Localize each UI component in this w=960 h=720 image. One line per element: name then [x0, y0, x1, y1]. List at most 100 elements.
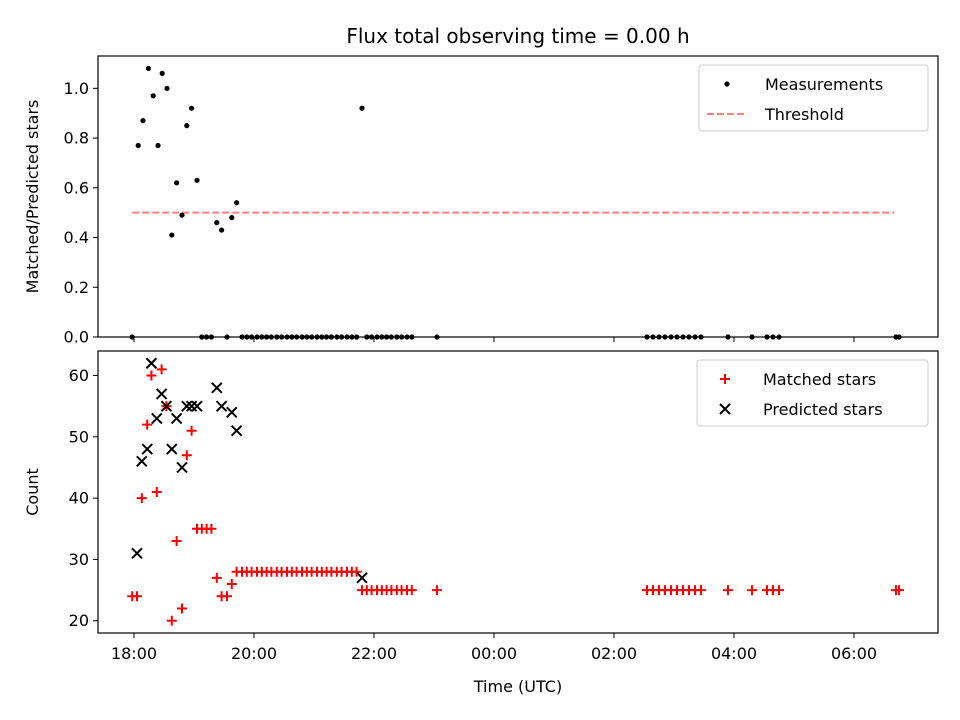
matched-point [166, 615, 177, 626]
matched-point [774, 585, 784, 596]
predicted-point [215, 400, 228, 412]
y-tick-label: 20 [69, 611, 89, 630]
measurement-point [764, 334, 770, 340]
legend-marker-matched [720, 374, 730, 384]
measurement-point [388, 334, 394, 340]
x-tick-label: 00:00 [471, 644, 517, 663]
measurement-point [140, 118, 146, 124]
measurement-point [169, 232, 175, 238]
x-axis-label: Time (UTC) [473, 677, 562, 696]
legend-box [696, 359, 929, 427]
measurement-point [394, 334, 400, 340]
matched-point [432, 585, 442, 596]
y-tick-label: 30 [69, 550, 89, 569]
panel-2-frame [97, 350, 939, 634]
measurement-point [374, 334, 380, 340]
y-tick-label: 60 [69, 366, 89, 385]
matched-point [132, 591, 142, 602]
matched-point [156, 364, 167, 375]
predicted-point [226, 406, 238, 419]
matched-point [723, 585, 733, 596]
legend-1: Measurements Threshold [698, 64, 929, 132]
measurement-point [150, 93, 156, 99]
measurement-point [164, 85, 170, 91]
matched-point [351, 566, 362, 577]
measurement-point [656, 334, 662, 340]
y-tick-label: 1.0 [64, 79, 89, 98]
predicted-point [145, 357, 158, 369]
measurement-point [434, 334, 440, 340]
predicted-point [356, 572, 368, 584]
measurement-point [324, 334, 330, 340]
matched-point [222, 591, 232, 602]
measurement-point [204, 334, 210, 340]
measurement-point [359, 105, 365, 111]
measurement-point [224, 334, 230, 340]
y-tick-label: 40 [69, 489, 89, 508]
measurement-point [749, 334, 755, 340]
predicted-point [141, 443, 153, 455]
measurement-point [334, 334, 340, 340]
legend-label: Measurements [765, 75, 883, 94]
measurement-point [399, 334, 405, 340]
measurement-point [239, 334, 245, 340]
matched-point [171, 536, 182, 547]
panel-1: 0.0 0.2 0.4 0.6 0.8 1.0 Matched/Predicted star… [23, 55, 939, 347]
measurement-point [145, 65, 151, 72]
measurement-point [662, 334, 668, 340]
measurement-point [254, 334, 260, 340]
measurement-point [214, 220, 220, 226]
measurement-point [650, 334, 656, 340]
predicted-point [155, 388, 168, 400]
y-tick-label: 50 [69, 427, 89, 446]
measurement-point [339, 334, 345, 340]
measurement-point [369, 334, 375, 340]
measurement-point [644, 334, 650, 340]
measurement-point [299, 334, 305, 340]
predicted-point [170, 412, 183, 425]
measurement-point [379, 334, 385, 340]
matched-point [211, 572, 222, 583]
matched-point [406, 585, 417, 596]
measurement-point [199, 334, 205, 340]
measurement-point [692, 334, 698, 340]
measurement-point [314, 334, 320, 340]
legend-marker-measurements [724, 81, 730, 87]
legend-box [698, 64, 929, 132]
predicted-point [191, 400, 203, 412]
measurement-point [155, 142, 161, 149]
measurement-point [344, 334, 350, 340]
matched-point [226, 578, 237, 589]
predicted-point [230, 424, 243, 437]
measurement-point [319, 334, 325, 340]
measurement-point [776, 334, 782, 340]
measurement-point [309, 334, 315, 340]
y-axis-label: Count [23, 468, 42, 516]
measurement-point [680, 334, 686, 340]
measurement-point [229, 215, 235, 221]
panel-1-frame [97, 55, 939, 338]
matched-point [186, 425, 197, 436]
x-tick-label: 04:00 [711, 644, 757, 663]
measurement-point [159, 70, 165, 77]
measurement-point [404, 334, 410, 340]
measurement-point [135, 142, 141, 149]
matched-point [181, 450, 192, 461]
matched-point [894, 585, 904, 596]
measurement-point [384, 334, 390, 340]
measurement-point [668, 334, 674, 340]
measurement-point [354, 334, 360, 340]
measurement-point [268, 334, 274, 340]
matched-point [747, 585, 757, 596]
matched-point [136, 493, 147, 504]
measurement-point [725, 334, 731, 340]
measurement-point [349, 334, 355, 340]
measurement-point [234, 200, 240, 206]
matched-point [151, 487, 162, 497]
measurement-point [189, 105, 195, 111]
measurement-point [259, 334, 265, 340]
measurement-point [274, 334, 280, 340]
measurement-point [698, 334, 704, 340]
measurement-point [219, 227, 225, 233]
